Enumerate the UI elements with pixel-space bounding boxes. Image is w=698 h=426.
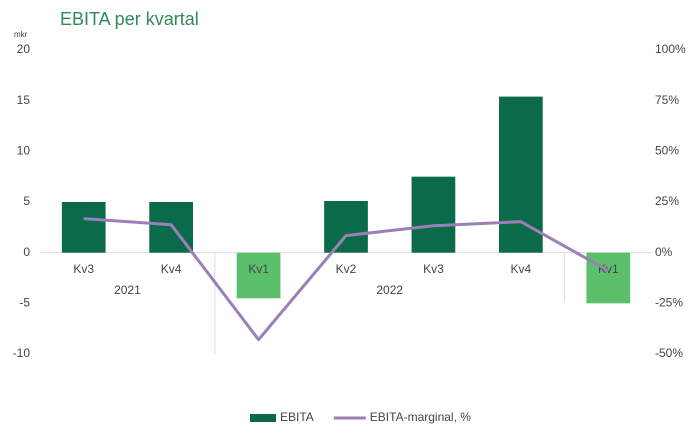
- x-tick-label: Kv4: [511, 262, 532, 276]
- legend-label: EBITA: [280, 410, 314, 424]
- y2-tick-label: 75%: [655, 93, 679, 107]
- legend-swatch: [250, 414, 276, 422]
- y-tick-label: 0: [23, 245, 30, 259]
- y2-tick-label: 50%: [655, 144, 679, 158]
- y-tick-label: 15: [17, 93, 31, 107]
- x-tick-label: Kv1: [598, 262, 619, 276]
- x-tick-label: Kv2: [336, 262, 357, 276]
- bar: [236, 252, 281, 299]
- y2-tick-label: 25%: [655, 194, 679, 208]
- x-tick-label: Kv3: [73, 262, 94, 276]
- y2-tick-label: -50%: [655, 346, 683, 360]
- y-tick-label: -5: [19, 296, 30, 310]
- y-axis-label: mkr: [14, 30, 28, 39]
- bar: [61, 202, 106, 253]
- x-tick-label: Kv1: [248, 262, 269, 276]
- y2-tick-label: 100%: [655, 42, 686, 56]
- legend-label: EBITA-marginal, %: [370, 410, 471, 424]
- group-label: 2022: [376, 283, 403, 297]
- y2-tick-label: 0%: [655, 245, 673, 259]
- bar: [499, 96, 543, 253]
- y2-tick-label: -25%: [655, 296, 683, 310]
- y-tick-label: 10: [17, 144, 31, 158]
- bar: [411, 176, 456, 253]
- chart-title: EBITA per kvartal: [60, 9, 199, 29]
- group-label: 2021: [114, 283, 141, 297]
- y-tick-label: 20: [17, 42, 31, 56]
- bar: [324, 200, 368, 253]
- line: [83, 217, 610, 342]
- y-tick-label: -10: [13, 346, 31, 360]
- x-tick-label: Kv3: [423, 262, 444, 276]
- x-tick-label: Kv4: [161, 262, 182, 276]
- y-tick-label: 5: [23, 194, 30, 208]
- bar: [586, 252, 631, 304]
